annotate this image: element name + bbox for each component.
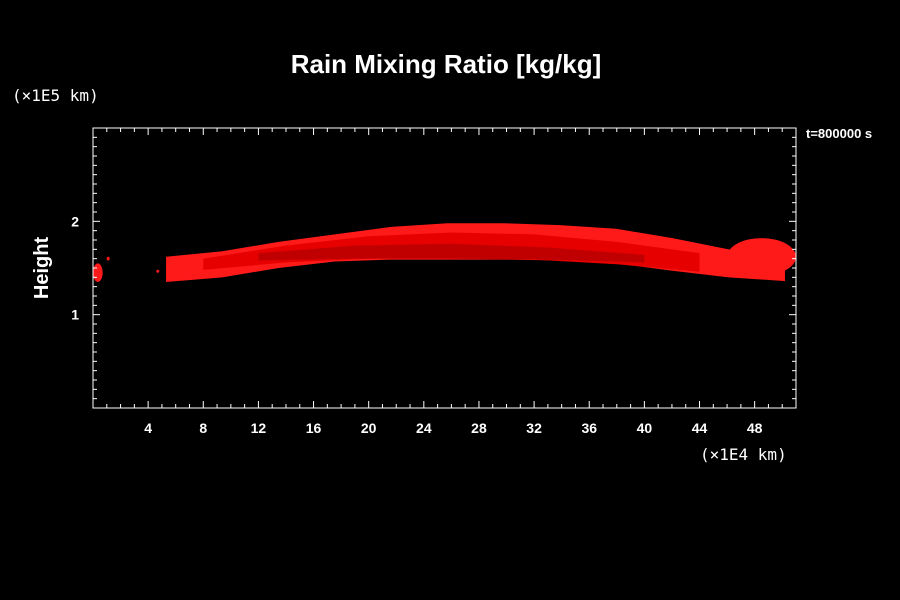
x-tick-label: 48: [747, 420, 763, 436]
chart-title: Rain Mixing Ratio [kg/kg]: [291, 49, 602, 79]
x-tick-label: 20: [361, 420, 377, 436]
x-tick-label: 36: [581, 420, 597, 436]
small-blob-1: [106, 256, 110, 261]
x-unit-label: (×1E4 km): [700, 445, 787, 464]
x-tick-label: 12: [251, 420, 267, 436]
y-tick-label: 1: [71, 307, 79, 323]
x-tick-label: 4: [144, 420, 152, 436]
plot-area: [93, 223, 797, 282]
x-tick-label: 16: [306, 420, 322, 436]
core-band: [258, 243, 645, 263]
time-label: t=800000 s: [806, 126, 872, 141]
y-axis-label: Height: [31, 237, 53, 300]
right-hook: [727, 238, 797, 276]
plot-frame: [92, 127, 797, 409]
x-tick-label: 8: [199, 420, 207, 436]
y-unit-label: (×1E5 km): [12, 86, 99, 105]
y-axis-ticks: 12: [71, 136, 796, 400]
x-tick-label: 44: [692, 420, 708, 436]
x-tick-label: 28: [471, 420, 487, 436]
x-tick-label: 32: [526, 420, 542, 436]
x-tick-label: 40: [637, 420, 653, 436]
x-tick-label: 24: [416, 420, 432, 436]
y-tick-label: 2: [71, 213, 79, 229]
small-blob-2: [156, 269, 160, 273]
left-edge-blob: [93, 263, 103, 282]
x-axis-ticks: 4 8 12 16 20 24 28 32 36 40 44 48: [106, 128, 783, 436]
